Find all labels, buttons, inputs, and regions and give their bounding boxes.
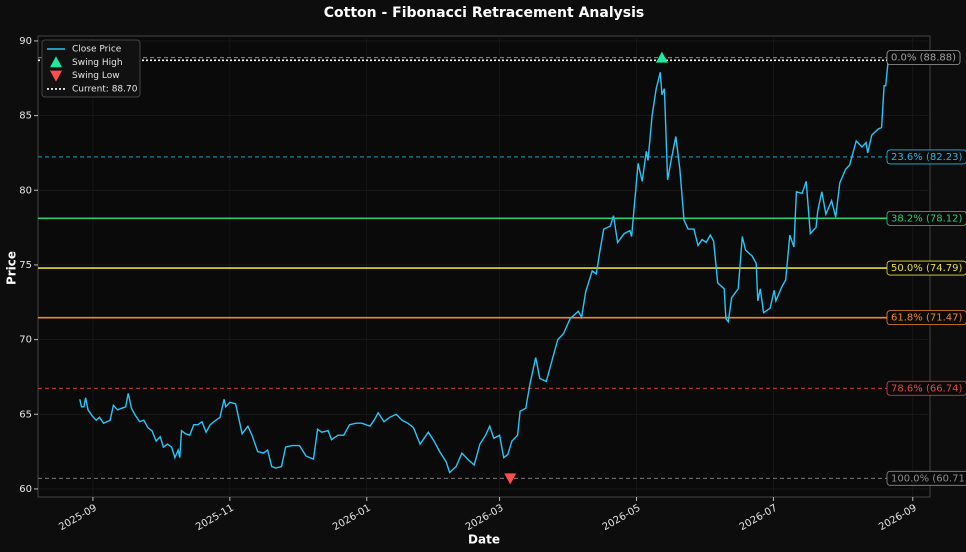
plot-area	[37, 35, 931, 498]
fib-label: 100.0% (60.71)	[891, 473, 966, 484]
y-tick-label: 70	[19, 335, 32, 346]
fib-label-box	[886, 149, 966, 165]
y-tick-label: 60	[19, 484, 32, 495]
fib-label-box	[886, 380, 966, 396]
fib-label: 50.0% (74.79)	[891, 263, 962, 274]
swing-marker	[504, 473, 517, 485]
fib-label-box	[886, 310, 966, 326]
fib-label-box	[886, 470, 966, 486]
legend-label: Swing High	[72, 58, 123, 68]
y-tick-label: 80	[19, 185, 32, 196]
y-axis-label: Price	[5, 251, 19, 285]
legend-label: Current: 88.70	[72, 84, 138, 94]
swing-marker	[655, 51, 668, 63]
legend-label: Close Price	[72, 45, 122, 55]
legend-marker	[50, 70, 62, 82]
x-axis-label: Date	[468, 533, 500, 547]
chart-title: Cotton - Fibonacci Retracement Analysis	[324, 5, 644, 21]
legend-label: Swing Low	[72, 71, 120, 81]
y-tick-label: 90	[19, 36, 32, 47]
fib-label: 78.6% (66.74)	[891, 383, 962, 394]
legend-marker	[50, 56, 62, 68]
y-tick-label: 75	[19, 260, 32, 271]
price-line	[79, 60, 889, 474]
fib-label: 38.2% (78.12)	[891, 213, 962, 224]
fib-label: 61.8% (71.47)	[891, 313, 962, 324]
fib-label-box	[886, 260, 966, 276]
fib-label: 0.0% (88.88)	[891, 53, 956, 64]
fib-label: 23.6% (82.23)	[891, 152, 962, 163]
legend-box	[41, 39, 141, 98]
fib-label-box	[886, 210, 966, 226]
fib-label-box	[886, 50, 961, 66]
y-tick-label: 85	[19, 111, 32, 122]
y-tick-label: 65	[19, 409, 32, 420]
